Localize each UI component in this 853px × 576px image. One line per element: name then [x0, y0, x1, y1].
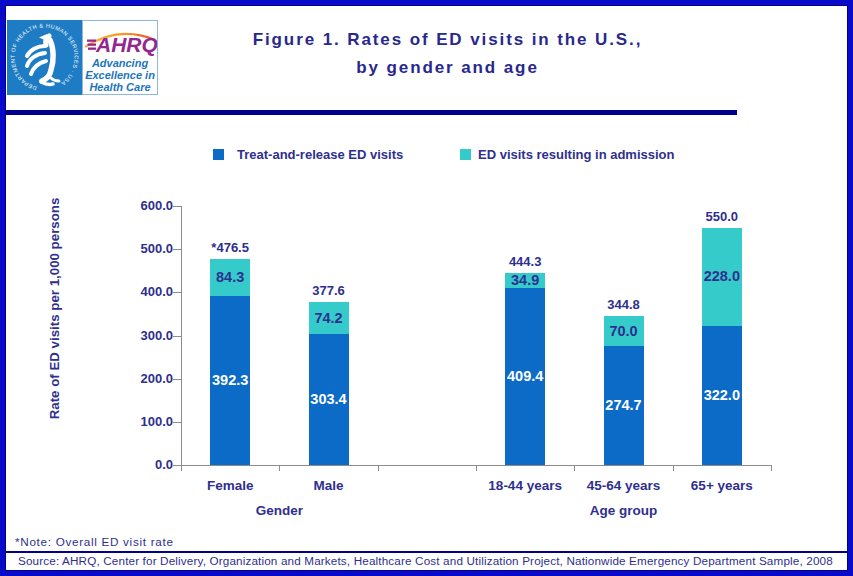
- figure-page: DEPARTMENT OF HEALTH & HUMAN SERVICES · …: [0, 0, 853, 576]
- source-text: Source: AHRQ, Center for Delivery, Organ…: [18, 554, 833, 567]
- y-tick-label: 400.0: [117, 284, 173, 299]
- x-tick: [279, 465, 280, 471]
- bar-segment-value: 322.0: [682, 387, 762, 403]
- bar-segment-value: 303.4: [289, 391, 369, 407]
- y-tick-label: 100.0: [117, 414, 173, 429]
- x-group-label: Gender: [219, 503, 339, 518]
- x-tick: [574, 465, 575, 471]
- bar-segment-value: 70.0: [584, 323, 664, 339]
- x-tick: [771, 465, 772, 471]
- x-category-label: Male: [269, 478, 389, 493]
- bar-segment-value: 392.3: [190, 372, 270, 388]
- bar-total-value: 550.0: [677, 209, 767, 224]
- x-axis-line: [173, 465, 771, 466]
- x-tick: [476, 465, 477, 471]
- y-tick: [173, 379, 181, 380]
- y-tick: [173, 422, 181, 423]
- bar-total-value: *476.5: [185, 240, 275, 255]
- bar-total-value: 377.6: [284, 283, 374, 298]
- x-group-label: Age group: [564, 503, 684, 518]
- bar-segment-value: 34.9: [485, 272, 565, 288]
- x-tick: [673, 465, 674, 471]
- y-tick: [173, 249, 181, 250]
- bar-total-value: 444.3: [480, 254, 570, 269]
- y-tick-label: 200.0: [117, 371, 173, 386]
- y-tick: [173, 292, 181, 293]
- y-axis-line: [181, 206, 182, 471]
- y-tick-label: 500.0: [117, 241, 173, 256]
- note-text: *Note: Overall ED visit rate: [15, 535, 174, 548]
- y-tick: [173, 336, 181, 337]
- y-tick-label: 600.0: [117, 198, 173, 213]
- x-category-label: 65+ years: [662, 478, 782, 493]
- y-tick: [173, 206, 181, 207]
- bar-segment-value: 84.3: [190, 269, 270, 285]
- y-tick-label: 0.0: [117, 457, 173, 472]
- bar-segment-value: 74.2: [289, 310, 369, 326]
- y-tick-label: 300.0: [117, 328, 173, 343]
- bar-total-value: 344.8: [579, 297, 669, 312]
- bar-segment-value: 409.4: [485, 368, 565, 384]
- x-tick: [378, 465, 379, 471]
- bar-segment-value: 274.7: [584, 397, 664, 413]
- chart-area: 0.0 100.0 200.0 300.0 400.0 500.0 600.0 392.3 84…: [5, 5, 848, 571]
- bar-segment-value: 228.0: [682, 268, 762, 284]
- footer-divider: [5, 551, 848, 553]
